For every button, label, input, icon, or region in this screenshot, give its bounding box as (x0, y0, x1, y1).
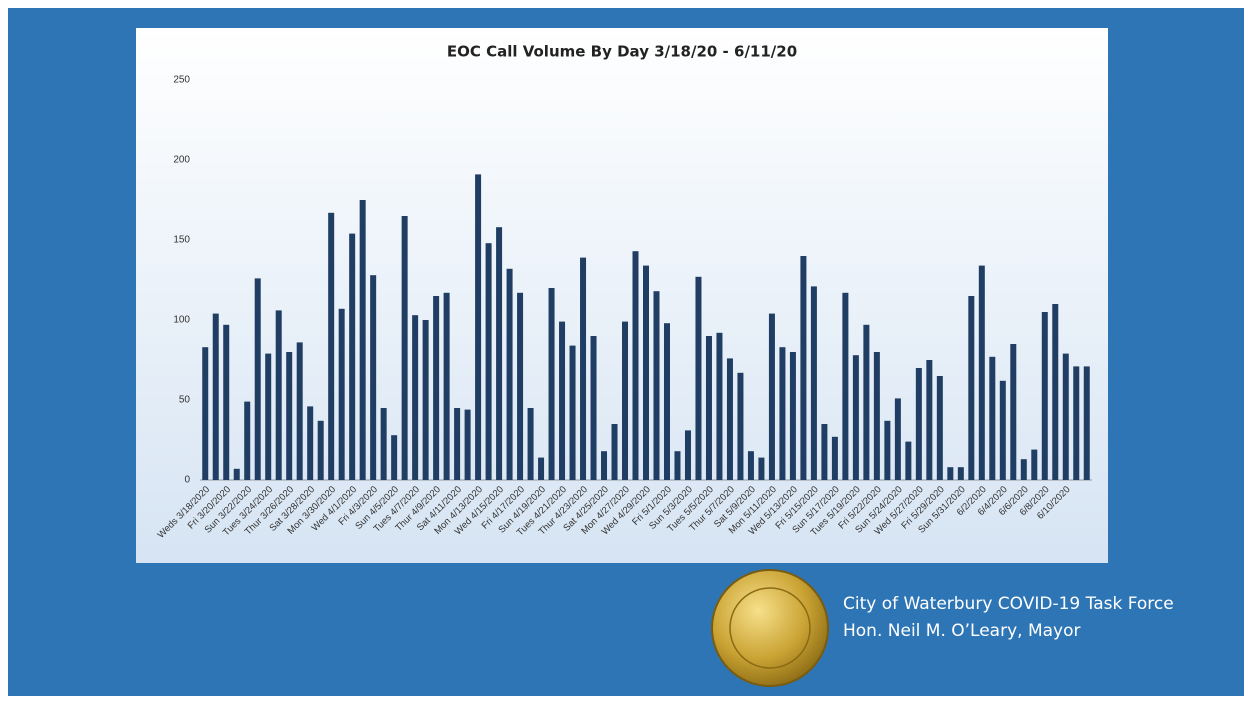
bar (1031, 449, 1038, 480)
bar (716, 332, 723, 480)
bar (653, 291, 660, 480)
bar (674, 451, 681, 480)
bar (580, 257, 587, 480)
bar (1083, 366, 1090, 480)
bar (884, 420, 891, 480)
bar (538, 457, 545, 480)
bar (496, 227, 503, 480)
bar (1052, 304, 1059, 480)
bar (632, 251, 639, 480)
bar (611, 424, 618, 480)
bar (1010, 344, 1017, 480)
bar (1062, 353, 1069, 480)
bar (464, 409, 471, 480)
bar (349, 233, 356, 480)
bar (401, 216, 408, 480)
bar (726, 358, 733, 480)
bar (590, 336, 597, 480)
bar (454, 408, 461, 480)
bar (548, 288, 555, 480)
bar (1041, 312, 1048, 480)
bar (338, 308, 345, 480)
chart-title: EOC Call Volume By Day 3/18/20 - 6/11/20 (447, 43, 797, 61)
bar (894, 398, 901, 480)
bar (684, 430, 691, 480)
bar (663, 323, 670, 480)
bar (810, 286, 817, 480)
bar (705, 336, 712, 480)
bar (370, 275, 377, 480)
bar (506, 268, 513, 480)
bar (758, 457, 765, 480)
bar (286, 352, 293, 480)
bar (212, 313, 219, 480)
bar (800, 256, 807, 480)
bar (223, 324, 230, 480)
bar (957, 467, 964, 480)
bar (527, 408, 534, 480)
bar (842, 292, 849, 480)
bar (789, 352, 796, 480)
bar (737, 372, 744, 480)
bar (569, 345, 576, 480)
y-tick-label: 200 (173, 155, 190, 166)
bar (821, 424, 828, 480)
y-tick-label: 150 (173, 235, 190, 246)
bar (202, 347, 209, 480)
bar (695, 276, 702, 480)
chart-area (136, 28, 1108, 563)
bar (422, 320, 429, 480)
bar (359, 200, 366, 480)
bar (296, 342, 303, 480)
bar (485, 243, 492, 480)
bar (968, 296, 975, 480)
bar (559, 321, 566, 480)
y-tick-label: 100 (173, 315, 190, 326)
y-tick-label: 250 (173, 75, 190, 86)
bar (265, 353, 272, 480)
bar (852, 355, 859, 480)
bar (391, 435, 398, 480)
bar (254, 278, 261, 480)
bar (768, 313, 775, 480)
bar (863, 324, 870, 480)
bar (643, 265, 649, 480)
bar (380, 408, 387, 480)
bar (244, 401, 251, 480)
bar (433, 296, 440, 480)
bar (926, 360, 933, 480)
footer-line: Hon. Neil M. O’Leary, Mayor (843, 621, 1081, 641)
bar (947, 467, 954, 480)
bar (601, 451, 608, 480)
bar (779, 347, 786, 480)
seal (711, 569, 829, 687)
bar (517, 292, 524, 480)
bar (328, 212, 335, 481)
bar (747, 451, 754, 480)
bar (443, 292, 450, 480)
footer-line: City of Waterbury COVID-19 Task Force (843, 594, 1174, 614)
bar (915, 368, 922, 480)
bar (999, 380, 1006, 480)
bar (989, 356, 996, 480)
bar (475, 174, 482, 480)
bar (905, 441, 912, 480)
bar (1073, 366, 1080, 480)
y-tick-label: 50 (179, 395, 191, 406)
bar (622, 321, 629, 480)
bar (873, 352, 880, 480)
bar (317, 420, 324, 480)
bar (307, 406, 314, 480)
bar (233, 468, 240, 480)
y-tick-label: 0 (184, 475, 190, 486)
bar (936, 376, 943, 480)
bar (978, 265, 985, 480)
bar (412, 315, 419, 480)
bar (831, 436, 838, 480)
bar (1020, 459, 1027, 480)
bar (275, 310, 282, 480)
